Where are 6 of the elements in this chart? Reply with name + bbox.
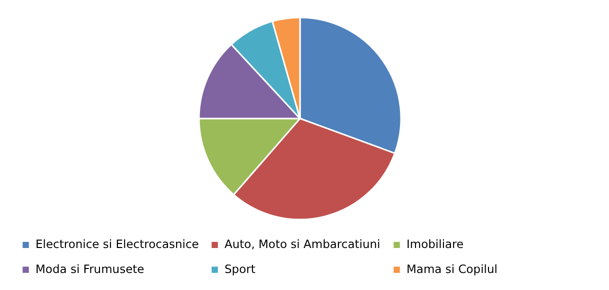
legend-label: Electronice si Electrocasnice — [36, 236, 199, 251]
legend-label: Mama si Copilul — [406, 262, 498, 276]
legend-label: Moda si Frumusete — [36, 262, 144, 276]
legend-label: Imobiliare — [406, 236, 464, 251]
legend-label: Sport — [224, 262, 256, 276]
legend-label: Auto, Moto si Ambarcatiuni — [224, 236, 380, 251]
